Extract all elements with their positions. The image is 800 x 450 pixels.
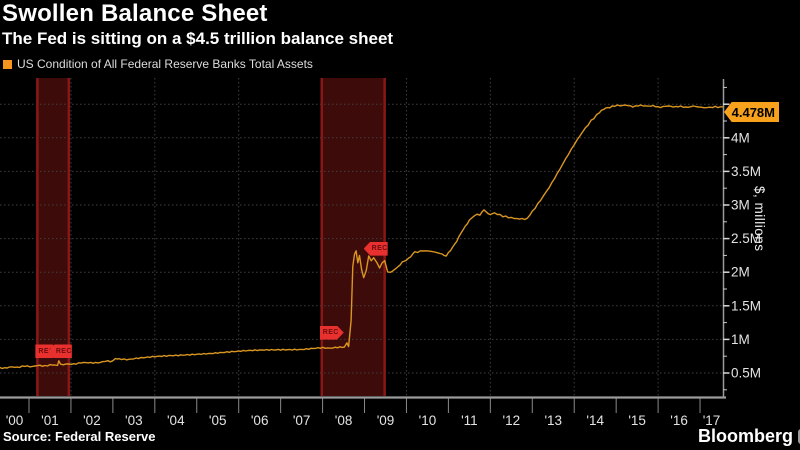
page-subtitle: The Fed is sitting on a $4.5 trillion ba… [2, 29, 394, 48]
legend: US Condition of All Federal Reserve Bank… [3, 57, 313, 71]
recession-start-marker: REC [319, 325, 344, 340]
x-tick-label: '09 [377, 413, 395, 428]
y-axis-ticks-and-labels: 0.5M 1M 1.5M 2M 2.5M 3M 3.5M 4M [723, 86, 761, 391]
bloomberg-wordmark: Bloomberg [698, 426, 794, 446]
y-axis-unit-label: $, millions [752, 186, 767, 252]
bloomberg-logo: Bloomberg [698, 426, 800, 447]
y-tick-label: 3M [731, 198, 750, 213]
x-tick-label: '06 [251, 413, 269, 428]
recession-band-edges [36, 78, 386, 396]
y-tick-label: 3.5M [731, 164, 761, 179]
x-tick-label: '16 [670, 413, 688, 428]
y-tick-label: 2.5M [731, 231, 761, 246]
y-tick-label: 0.5M [731, 366, 761, 381]
source-text: Source: Federal Reserve [3, 429, 156, 444]
x-tick-label: '12 [503, 413, 521, 428]
x-tick-label: '15 [628, 413, 646, 428]
recession-end-marker: REC [47, 344, 72, 359]
page-title: Swollen Balance Sheet [2, 0, 268, 27]
x-tick-label: '08 [335, 413, 353, 428]
x-axis-ticks-and-labels: '00 '01 '02 '03 '04 '05 '06 '07 '08 '09 '10 '11 '12 '… [6, 398, 721, 428]
x-tick-label: '02 [83, 413, 101, 428]
x-tick-label: '17 [703, 413, 721, 428]
last-value-badge: 4.478M [724, 102, 779, 122]
data-line [0, 104, 724, 370]
x-tick-label: '10 [419, 413, 437, 428]
x-tick-label: '05 [209, 413, 227, 428]
y-tick-label: 4M [731, 130, 750, 145]
x-tick-label: '01 [41, 413, 59, 428]
y-tick-label: 2M [731, 265, 750, 280]
x-tick-label: '07 [293, 413, 311, 428]
recession-end-marker: REC [363, 241, 388, 256]
x-tick-label: '13 [544, 413, 562, 428]
x-tick-label: '14 [586, 413, 604, 428]
recession-bands [37, 78, 385, 396]
x-tick-label: '11 [461, 413, 478, 428]
x-tick-label: '04 [167, 413, 185, 428]
legend-label: US Condition of All Federal Reserve Bank… [17, 57, 313, 71]
gridlines [0, 78, 723, 396]
y-tick-label: 1M [731, 332, 750, 347]
recession-band [321, 78, 385, 396]
legend-swatch [3, 59, 12, 69]
recession-band [37, 78, 69, 396]
x-tick-label: '00 [6, 413, 24, 428]
x-tick-label: '03 [125, 413, 143, 428]
y-tick-label: 1.5M [731, 298, 761, 313]
